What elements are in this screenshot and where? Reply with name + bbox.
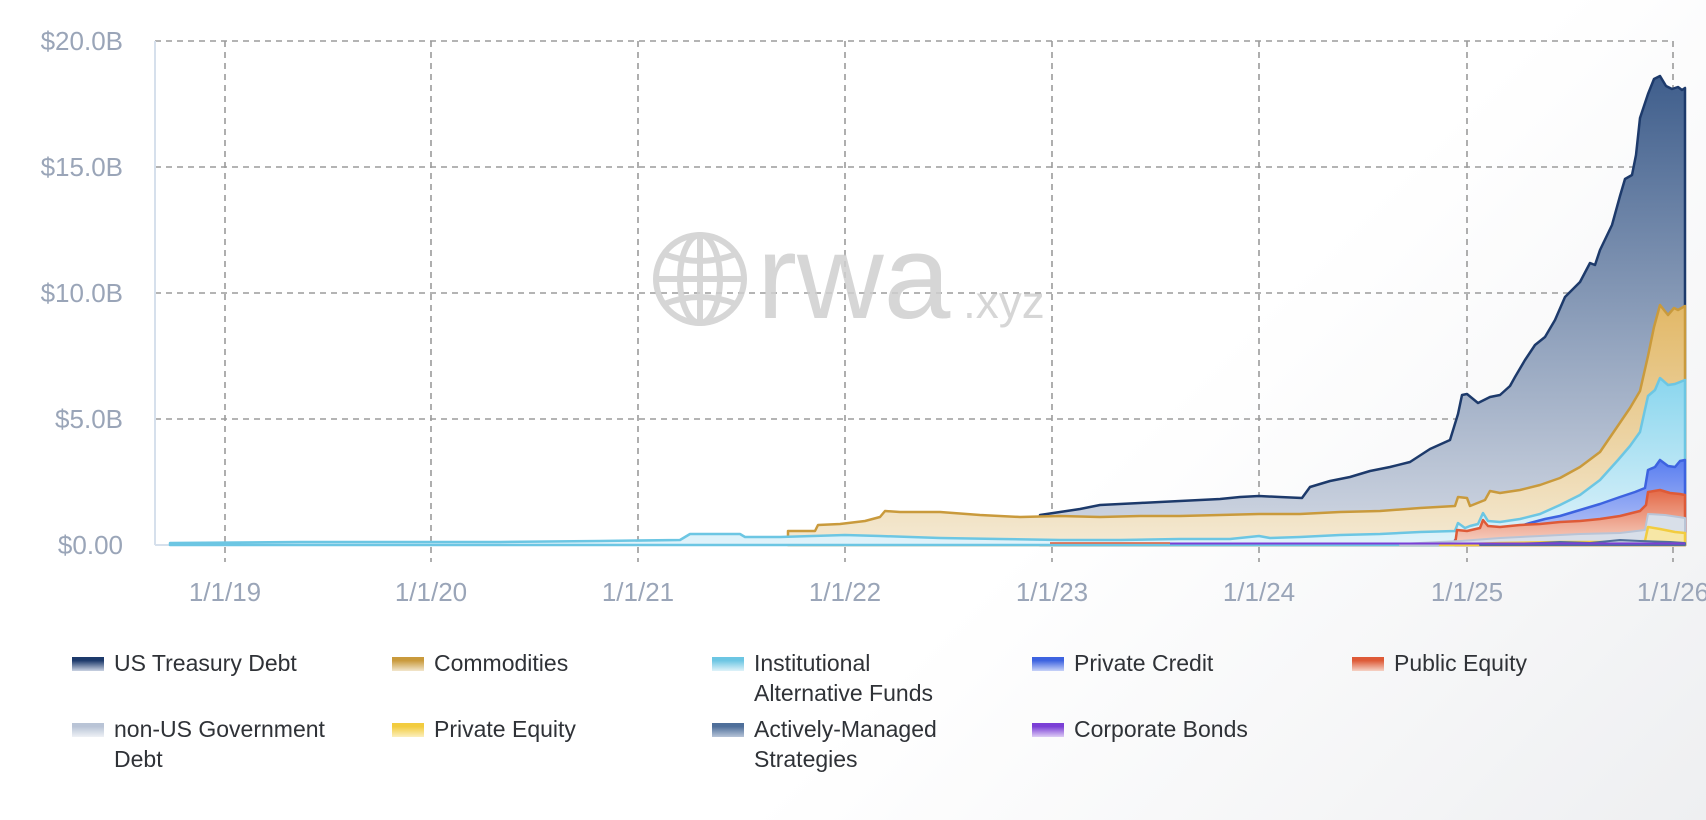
x-tick-label: 1/1/23 — [1016, 577, 1088, 607]
x-tick-label: 1/1/21 — [602, 577, 674, 607]
legend-item-non-us-government-debt[interactable]: non-US Government Debt — [72, 714, 392, 774]
chart-legend: US Treasury Debt Commodities Institution… — [72, 648, 1632, 774]
legend-label: Public Equity — [1394, 650, 1527, 676]
series-areas — [168, 74, 1687, 547]
legend-item-commodities[interactable]: Commodities — [392, 648, 712, 708]
legend-item-us-treasury-debt[interactable]: US Treasury Debt — [72, 648, 392, 708]
x-axis-labels: 1/1/19 1/1/20 1/1/21 1/1/22 1/1/23 1/1/2… — [189, 577, 1706, 607]
legend-item-corporate-bonds[interactable]: Corporate Bonds — [1032, 714, 1352, 774]
y-tick-label: $0.00 — [58, 530, 123, 560]
legend-label: Private Equity — [434, 716, 576, 742]
x-tick-label: 1/1/22 — [809, 577, 881, 607]
legend-label: Commodities — [434, 650, 569, 676]
stacked-area-chart: rwa .xyz $20.0B $15.0B $10.0B $5.0B $0.0… — [41, 26, 1706, 607]
legend-label: Institutional Alternative Funds — [754, 650, 933, 706]
legend-label: Corporate Bonds — [1074, 716, 1248, 742]
legend-label: non-US Government Debt — [114, 716, 325, 772]
legend-label: US Treasury Debt — [114, 650, 297, 676]
x-tick-label: 1/1/20 — [395, 577, 467, 607]
y-tick-label: $10.0B — [41, 278, 123, 308]
y-axis-labels: $20.0B $15.0B $10.0B $5.0B $0.00 — [41, 26, 123, 560]
legend-swatch-icon — [1032, 723, 1064, 737]
y-tick-label: $15.0B — [41, 152, 123, 182]
legend-swatch-icon — [392, 723, 424, 737]
y-tick-label: $5.0B — [55, 404, 123, 434]
legend-swatch-icon — [712, 723, 744, 737]
legend-label: Actively-Managed Strategies — [754, 716, 937, 772]
legend-swatch-icon — [392, 657, 424, 671]
y-tick-label: $20.0B — [41, 26, 123, 56]
legend-label: Private Credit — [1074, 650, 1214, 676]
legend-swatch-icon — [72, 657, 104, 671]
globe-icon — [653, 232, 747, 326]
rwa-watermark: rwa .xyz — [653, 210, 1045, 344]
x-tick-label: 1/1/24 — [1223, 577, 1295, 607]
legend-item-private-credit[interactable]: Private Credit — [1032, 648, 1352, 708]
legend-item-actively-managed-strategies[interactable]: Actively-Managed Strategies — [712, 714, 1032, 774]
legend-swatch-icon — [712, 657, 744, 671]
legend-item-public-equity[interactable]: Public Equity — [1352, 648, 1632, 708]
legend-item-private-equity[interactable]: Private Equity — [392, 714, 712, 774]
x-tick-label: 1/1/26 — [1637, 577, 1706, 607]
area-us-treasury-debt — [1038, 74, 1687, 547]
legend-swatch-icon — [1352, 657, 1384, 671]
legend-swatch-icon — [72, 723, 104, 737]
legend-swatch-icon — [1032, 657, 1064, 671]
x-tick-label: 1/1/19 — [189, 577, 261, 607]
x-tick-label: 1/1/25 — [1431, 577, 1503, 607]
watermark-text: rwa — [757, 210, 951, 344]
legend-item-institutional-alternative-funds[interactable]: Institutional Alternative Funds — [712, 648, 1032, 708]
watermark-suffix: .xyz — [963, 276, 1045, 328]
